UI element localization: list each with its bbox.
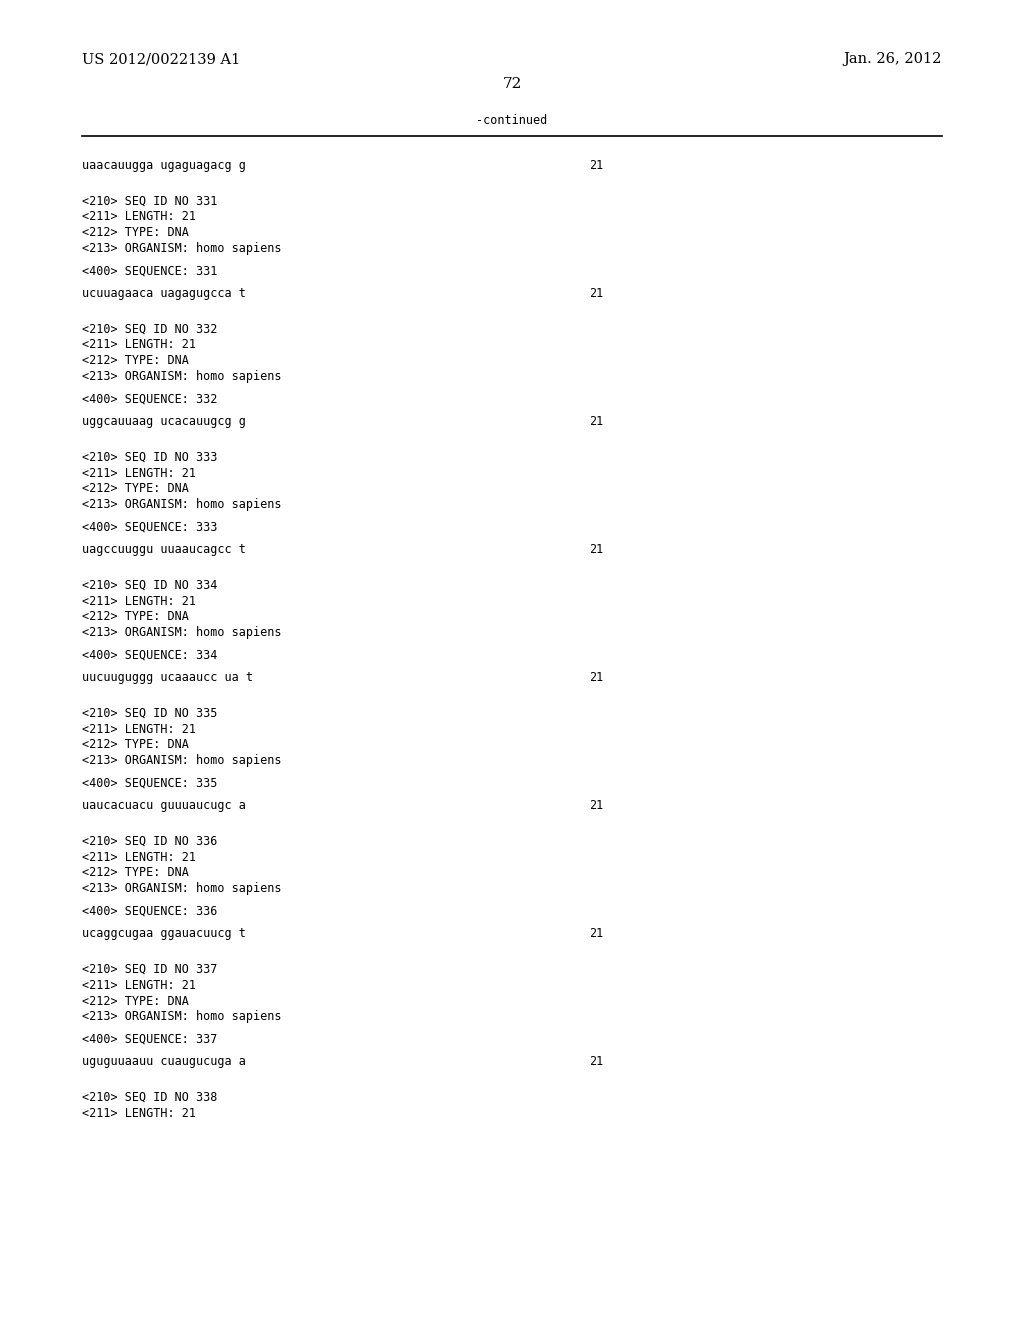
Text: uaacauugga ugaguagacg g: uaacauugga ugaguagacg g bbox=[82, 158, 246, 172]
Text: <212> TYPE: DNA: <212> TYPE: DNA bbox=[82, 738, 188, 751]
Text: <210> SEQ ID NO 332: <210> SEQ ID NO 332 bbox=[82, 322, 217, 335]
Text: <212> TYPE: DNA: <212> TYPE: DNA bbox=[82, 354, 188, 367]
Text: -continued: -continued bbox=[476, 114, 548, 127]
Text: <211> LENGTH: 21: <211> LENGTH: 21 bbox=[82, 210, 196, 223]
Text: <213> ORGANISM: homo sapiens: <213> ORGANISM: homo sapiens bbox=[82, 1010, 282, 1023]
Text: <211> LENGTH: 21: <211> LENGTH: 21 bbox=[82, 1106, 196, 1119]
Text: <212> TYPE: DNA: <212> TYPE: DNA bbox=[82, 226, 188, 239]
Text: <211> LENGTH: 21: <211> LENGTH: 21 bbox=[82, 850, 196, 863]
Text: 72: 72 bbox=[503, 78, 521, 91]
Text: <400> SEQUENCE: 332: <400> SEQUENCE: 332 bbox=[82, 392, 217, 405]
Text: <213> ORGANISM: homo sapiens: <213> ORGANISM: homo sapiens bbox=[82, 498, 282, 511]
Text: 21: 21 bbox=[589, 286, 603, 300]
Text: US 2012/0022139 A1: US 2012/0022139 A1 bbox=[82, 53, 241, 66]
Text: 21: 21 bbox=[589, 158, 603, 172]
Text: <400> SEQUENCE: 334: <400> SEQUENCE: 334 bbox=[82, 648, 217, 661]
Text: <400> SEQUENCE: 333: <400> SEQUENCE: 333 bbox=[82, 520, 217, 533]
Text: <211> LENGTH: 21: <211> LENGTH: 21 bbox=[82, 594, 196, 607]
Text: <210> SEQ ID NO 333: <210> SEQ ID NO 333 bbox=[82, 450, 217, 463]
Text: <400> SEQUENCE: 335: <400> SEQUENCE: 335 bbox=[82, 776, 217, 789]
Text: 21: 21 bbox=[589, 1055, 603, 1068]
Text: 21: 21 bbox=[589, 799, 603, 812]
Text: <213> ORGANISM: homo sapiens: <213> ORGANISM: homo sapiens bbox=[82, 626, 282, 639]
Text: uaucacuacu guuuaucugc a: uaucacuacu guuuaucugc a bbox=[82, 799, 246, 812]
Text: 21: 21 bbox=[589, 414, 603, 428]
Text: 21: 21 bbox=[589, 671, 603, 684]
Text: <400> SEQUENCE: 337: <400> SEQUENCE: 337 bbox=[82, 1032, 217, 1045]
Text: uagccuuggu uuaaucagcc t: uagccuuggu uuaaucagcc t bbox=[82, 543, 246, 556]
Text: <212> TYPE: DNA: <212> TYPE: DNA bbox=[82, 994, 188, 1007]
Text: <213> ORGANISM: homo sapiens: <213> ORGANISM: homo sapiens bbox=[82, 242, 282, 255]
Text: 21: 21 bbox=[589, 543, 603, 556]
Text: <213> ORGANISM: homo sapiens: <213> ORGANISM: homo sapiens bbox=[82, 882, 282, 895]
Text: <210> SEQ ID NO 334: <210> SEQ ID NO 334 bbox=[82, 578, 217, 591]
Text: <210> SEQ ID NO 336: <210> SEQ ID NO 336 bbox=[82, 834, 217, 847]
Text: uguguuaauu cuaugucuga a: uguguuaauu cuaugucuga a bbox=[82, 1055, 246, 1068]
Text: <400> SEQUENCE: 336: <400> SEQUENCE: 336 bbox=[82, 904, 217, 917]
Text: <213> ORGANISM: homo sapiens: <213> ORGANISM: homo sapiens bbox=[82, 370, 282, 383]
Text: <212> TYPE: DNA: <212> TYPE: DNA bbox=[82, 482, 188, 495]
Text: <210> SEQ ID NO 335: <210> SEQ ID NO 335 bbox=[82, 706, 217, 719]
Text: uucuuguggg ucaaaucc ua t: uucuuguggg ucaaaucc ua t bbox=[82, 671, 253, 684]
Text: uggcauuaag ucacauugcg g: uggcauuaag ucacauugcg g bbox=[82, 414, 246, 428]
Text: <212> TYPE: DNA: <212> TYPE: DNA bbox=[82, 866, 188, 879]
Text: <210> SEQ ID NO 331: <210> SEQ ID NO 331 bbox=[82, 194, 217, 207]
Text: <212> TYPE: DNA: <212> TYPE: DNA bbox=[82, 610, 188, 623]
Text: ucuuagaaca uagagugcca t: ucuuagaaca uagagugcca t bbox=[82, 286, 246, 300]
Text: <210> SEQ ID NO 337: <210> SEQ ID NO 337 bbox=[82, 962, 217, 975]
Text: <210> SEQ ID NO 338: <210> SEQ ID NO 338 bbox=[82, 1090, 217, 1104]
Text: <211> LENGTH: 21: <211> LENGTH: 21 bbox=[82, 978, 196, 991]
Text: <213> ORGANISM: homo sapiens: <213> ORGANISM: homo sapiens bbox=[82, 754, 282, 767]
Text: 21: 21 bbox=[589, 927, 603, 940]
Text: <400> SEQUENCE: 331: <400> SEQUENCE: 331 bbox=[82, 264, 217, 277]
Text: <211> LENGTH: 21: <211> LENGTH: 21 bbox=[82, 466, 196, 479]
Text: <211> LENGTH: 21: <211> LENGTH: 21 bbox=[82, 722, 196, 735]
Text: Jan. 26, 2012: Jan. 26, 2012 bbox=[844, 53, 942, 66]
Text: ucaggcugaa ggauacuucg t: ucaggcugaa ggauacuucg t bbox=[82, 927, 246, 940]
Text: <211> LENGTH: 21: <211> LENGTH: 21 bbox=[82, 338, 196, 351]
